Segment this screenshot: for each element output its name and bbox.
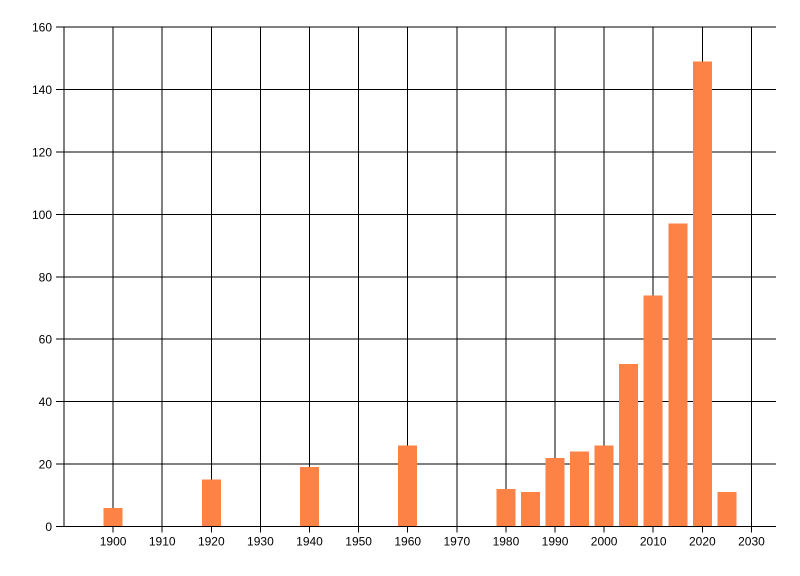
y-tick-label: 0: [45, 520, 52, 534]
y-tick-label: 40: [39, 395, 53, 409]
x-tick-label: 1910: [149, 535, 176, 549]
y-tick-label: 80: [39, 270, 53, 284]
x-tick-label: 1960: [394, 535, 421, 549]
y-tick-label: 160: [32, 21, 52, 35]
bar: [300, 467, 320, 527]
bar: [594, 445, 614, 527]
x-tick-label: 1970: [443, 535, 470, 549]
bar: [643, 295, 663, 527]
y-tick-label: 120: [32, 145, 52, 159]
y-tick-label: 100: [32, 208, 52, 222]
bar: [692, 61, 712, 527]
y-tick-label: 140: [32, 83, 52, 97]
x-tick-label: 1900: [100, 535, 127, 549]
x-tick-label: 1990: [542, 535, 569, 549]
x-tick-label: 1920: [198, 535, 225, 549]
x-tick-label: 2010: [640, 535, 667, 549]
x-tick-label: 1930: [247, 535, 274, 549]
x-tick-label: 1950: [345, 535, 372, 549]
bar: [668, 223, 688, 527]
y-tick-label: 20: [39, 458, 53, 472]
y-tick-label: 60: [39, 333, 53, 347]
bar: [496, 489, 516, 527]
bar: [619, 364, 639, 527]
bar: [717, 492, 737, 527]
x-tick-label: 1940: [296, 535, 323, 549]
bar: [520, 492, 540, 527]
x-tick-label: 1980: [493, 535, 520, 549]
bar: [545, 457, 565, 527]
x-tick-label: 2030: [738, 535, 765, 549]
bar: [201, 479, 221, 527]
bar: [398, 445, 418, 527]
x-tick-label: 2020: [689, 535, 716, 549]
x-tick-label: 2000: [591, 535, 618, 549]
bar: [570, 451, 590, 527]
bar: [103, 507, 123, 527]
